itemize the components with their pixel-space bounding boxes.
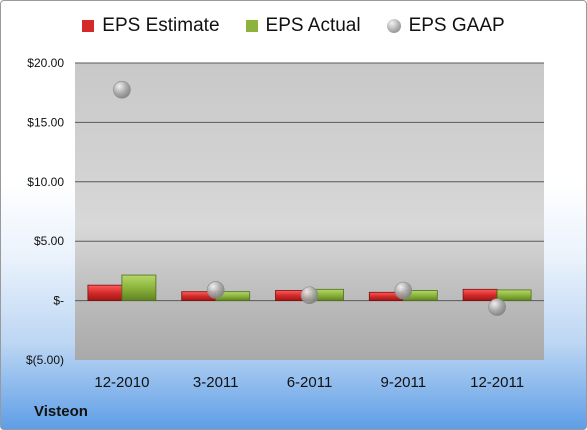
- y-tick-labels: $20.00 $15.00 $10.00 $5.00 $- $(5.00): [26, 56, 64, 367]
- x-tick-label: 3-2011: [193, 374, 239, 391]
- estimate-bar: [87, 284, 123, 302]
- y-tick-label: $-: [53, 294, 64, 308]
- legend-item-gaap: EPS GAAP: [386, 15, 505, 37]
- actual-swatch-icon: [245, 20, 258, 32]
- estimate-swatch-icon: [82, 20, 95, 32]
- actual-bar: [121, 274, 157, 302]
- gaap-point: [206, 281, 225, 299]
- gaap-marker-icon: [386, 19, 401, 33]
- x-tick-label: 9-2011: [381, 374, 427, 391]
- company-name: Visteon: [34, 403, 88, 420]
- actual-bar: [496, 289, 532, 301]
- legend-label-gaap: EPS GAAP: [408, 15, 505, 36]
- gaap-point: [113, 80, 131, 99]
- y-tick-label: $10.00: [27, 175, 64, 189]
- y-tick-label: $20.00: [27, 56, 64, 70]
- legend-label-actual: EPS Actual: [265, 15, 361, 36]
- x-tick-labels: 12-2010 3-2011 6-2011 9-2011 12-2011: [94, 374, 524, 391]
- x-tick-label: 12-2011: [470, 374, 524, 391]
- legend-item-actual: EPS Actual: [245, 15, 361, 37]
- gaap-point: [300, 286, 319, 305]
- gaap-point: [394, 281, 413, 300]
- legend: EPS Estimate EPS Actual EPS GAAP: [1, 15, 586, 37]
- legend-label-estimate: EPS Estimate: [102, 15, 220, 36]
- x-tick-label: 6-2011: [287, 374, 333, 391]
- estimate-bar: [462, 288, 498, 301]
- legend-item-estimate: EPS Estimate: [82, 15, 220, 37]
- y-tick-label: $15.00: [27, 115, 64, 129]
- y-tick-label: $(5.00): [26, 353, 64, 367]
- gaap-point: [488, 298, 506, 316]
- plot-area: [75, 63, 544, 360]
- x-tick-label: 12-2010: [94, 374, 149, 391]
- bars: [87, 274, 532, 302]
- y-tick-label: $5.00: [34, 234, 64, 248]
- gaap-points: [113, 80, 506, 316]
